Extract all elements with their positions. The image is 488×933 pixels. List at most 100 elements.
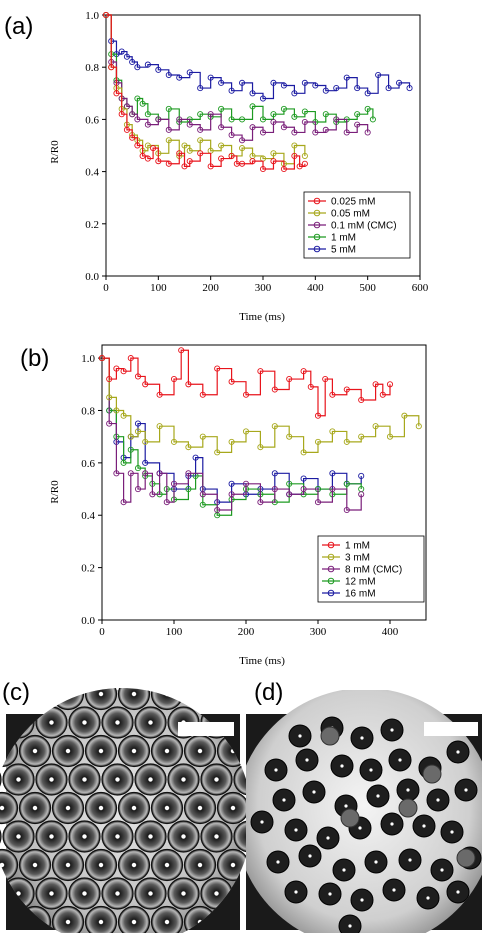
droplet: [101, 763, 134, 796]
data-point: [197, 85, 204, 92]
data-point: [270, 111, 277, 118]
particle-core: [312, 790, 316, 794]
series-line: [106, 14, 411, 100]
droplet: [102, 650, 133, 681]
particle-core: [308, 854, 312, 858]
droplet: [51, 905, 85, 933]
data-point: [396, 79, 403, 86]
data-point: [286, 375, 293, 383]
data-point: [176, 150, 183, 157]
data-point: [343, 386, 350, 393]
data-point: [120, 499, 127, 506]
data-point: [170, 375, 178, 383]
data-point: [364, 105, 371, 113]
data-point: [291, 142, 298, 149]
droplet: [150, 734, 184, 768]
data-point: [165, 137, 172, 144]
droplet: [216, 848, 250, 882]
droplet: [51, 848, 85, 882]
droplet: [18, 791, 52, 825]
droplet: [201, 650, 232, 681]
data-point: [286, 480, 293, 487]
data-point: [322, 111, 329, 118]
legend-label: 5 mM: [331, 245, 356, 256]
droplet: [216, 688, 250, 711]
data-point: [333, 116, 340, 123]
data-point: [301, 152, 308, 159]
droplet: [134, 763, 167, 796]
chart-b-xlabel: Time (ms): [239, 655, 285, 667]
data-point: [185, 470, 192, 477]
data-point: [123, 126, 130, 133]
data-point: [291, 90, 298, 97]
data-point: [291, 129, 298, 136]
droplet: [168, 650, 199, 681]
data-point: [155, 158, 162, 165]
series-line: [106, 14, 306, 165]
data-point: [139, 152, 146, 159]
data-point: [358, 491, 365, 498]
data-point: [386, 381, 394, 388]
data-point: [170, 438, 178, 445]
data-point: [134, 428, 142, 435]
series-1-mm: [98, 347, 394, 419]
y-tick-label: 0.8: [81, 405, 95, 417]
data-point: [144, 121, 151, 128]
x-tick-label: 0: [103, 282, 109, 294]
y-tick-label: 0.2: [81, 563, 95, 575]
chart-a-xlabel: Time (ms): [239, 311, 285, 323]
legend-label: 1 mM: [331, 233, 356, 244]
data-point: [155, 66, 162, 73]
data-point: [106, 394, 113, 401]
data-point: [185, 381, 192, 388]
legend: 0.025 mM0.05 mM0.1 mM (CMC)1 mM5 mM: [303, 191, 411, 259]
droplet: [183, 848, 217, 882]
data-point: [127, 433, 134, 440]
data-point: [358, 472, 365, 480]
particle-core: [344, 804, 348, 808]
data-point: [301, 79, 308, 86]
x-tick-label: 400: [307, 282, 324, 294]
data-point: [259, 95, 267, 102]
data-point: [257, 444, 264, 451]
data-point: [358, 433, 365, 440]
data-point: [270, 118, 277, 126]
data-point: [329, 470, 336, 477]
data-point: [386, 433, 394, 440]
data-point: [300, 449, 307, 456]
droplet: [51, 688, 85, 711]
x-tick-label: 200: [238, 626, 255, 638]
data-point: [186, 147, 193, 154]
particle-core: [406, 788, 410, 792]
legend-label: 3 mM: [345, 553, 370, 564]
data-point: [406, 85, 413, 92]
data-point: [343, 438, 350, 445]
chart-b-ylabel: R/R0: [49, 480, 61, 504]
particle-core: [456, 890, 460, 894]
data-point: [239, 116, 246, 123]
legend-marker: [313, 233, 321, 241]
scale-bar-d: [424, 722, 478, 736]
data-point: [186, 158, 193, 165]
particle-light: [320, 726, 340, 746]
data-point: [257, 499, 264, 506]
data-point: [181, 142, 188, 149]
legend-label: 16 mM: [345, 589, 376, 600]
data-point: [144, 142, 151, 149]
droplet: [101, 877, 134, 910]
x-tick-label: 400: [382, 626, 399, 638]
y-tick-label: 1.0: [81, 353, 95, 365]
data-point: [118, 48, 125, 55]
data-point: [271, 470, 278, 477]
data-point: [197, 137, 204, 144]
data-point: [343, 129, 350, 136]
data-point: [144, 111, 151, 118]
y-tick-label: 0.4: [85, 167, 99, 179]
data-point: [314, 499, 322, 506]
micrograph-d: [246, 690, 482, 933]
data-point: [134, 485, 142, 493]
particle-core: [358, 826, 362, 830]
data-point: [127, 355, 134, 362]
data-point: [186, 121, 193, 128]
data-point: [358, 396, 365, 404]
